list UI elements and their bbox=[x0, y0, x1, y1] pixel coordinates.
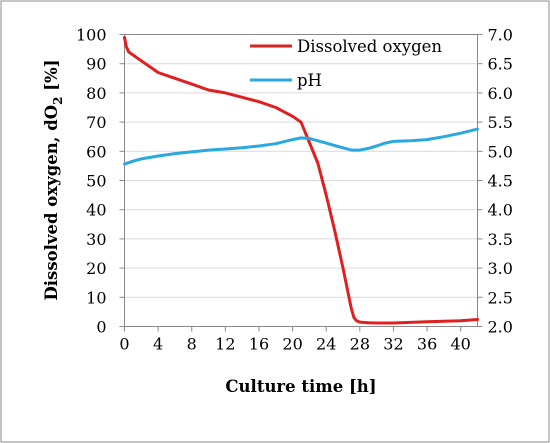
y-left-tick-label: 50 bbox=[86, 172, 106, 191]
y-right-tick-label: 6.5 bbox=[488, 55, 513, 74]
x-tick-label: 36 bbox=[417, 335, 437, 354]
x-tick-label: 24 bbox=[316, 335, 336, 354]
x-tick-label: 40 bbox=[451, 335, 471, 354]
y-right-tick-label: 2.5 bbox=[488, 288, 513, 307]
y-right-tick-label: 3.5 bbox=[488, 230, 513, 249]
x-axis-title: Culture time [h] bbox=[225, 377, 376, 396]
y-left-tick-label: 30 bbox=[86, 230, 106, 249]
y-left-axis-title-main: Dissolved oxygen, dO bbox=[42, 105, 61, 301]
y-left-tick-label: 20 bbox=[86, 259, 106, 278]
y-left-tick-label: 10 bbox=[86, 288, 106, 307]
y-left-tick-label: 90 bbox=[86, 55, 106, 74]
x-tick-label: 4 bbox=[153, 335, 163, 354]
legend-label-ph: pH bbox=[297, 71, 322, 90]
x-tick-label: 28 bbox=[350, 335, 370, 354]
legend: Dissolved oxygen pH bbox=[250, 37, 442, 90]
x-tick-label: 16 bbox=[249, 335, 269, 354]
x-tick-label: 12 bbox=[215, 335, 235, 354]
x-tick-label: 20 bbox=[282, 335, 302, 354]
x-tick-label: 8 bbox=[187, 335, 197, 354]
y-left-tick-label: 70 bbox=[86, 113, 106, 132]
y-left-tick-label: 40 bbox=[86, 201, 106, 220]
y-right-tick-label: 4.0 bbox=[488, 201, 513, 220]
series-line-dissolved-oxygen bbox=[123, 35, 479, 325]
legend-label-dissolved-oxygen: Dissolved oxygen bbox=[297, 37, 442, 56]
series-layer bbox=[123, 35, 479, 325]
y-right-tick-label: 6.0 bbox=[488, 84, 513, 103]
x-axis-ticks: 0 4 8 12 16 20 24 28 32 36 40 bbox=[119, 326, 471, 354]
y-right-tick-label: 7.0 bbox=[488, 26, 513, 45]
y-right-tick-label: 4.5 bbox=[488, 172, 513, 191]
y-right-tick-label: 3.0 bbox=[488, 259, 513, 278]
y-left-tick-label: 80 bbox=[86, 84, 106, 103]
y-right-tick-label: 2.0 bbox=[488, 318, 513, 337]
y-right-tick-label: 5.5 bbox=[488, 113, 513, 132]
y-left-axis-title-unit: [%] bbox=[42, 59, 61, 96]
y-left-axis-title-subscript: 2 bbox=[51, 97, 65, 105]
x-tick-label: 32 bbox=[383, 335, 403, 354]
series-line-ph bbox=[123, 127, 479, 166]
y-left-axis-ticks: 0 10 20 30 40 50 60 70 80 90 100 bbox=[76, 26, 125, 337]
y-right-axis-ticks: 2.0 2.5 3.0 3.5 4.0 4.5 5.0 5.5 6.0 6.5 7.0 bbox=[477, 26, 513, 337]
y-right-tick-label: 5.0 bbox=[488, 142, 513, 161]
y-left-tick-label: 0 bbox=[96, 318, 106, 337]
x-tick-label: 0 bbox=[119, 335, 129, 354]
y-left-axis-title: Dissolved oxygen, dO2 [%] bbox=[42, 59, 65, 300]
y-left-tick-label: 100 bbox=[76, 26, 107, 45]
y-left-tick-label: 60 bbox=[86, 142, 106, 161]
